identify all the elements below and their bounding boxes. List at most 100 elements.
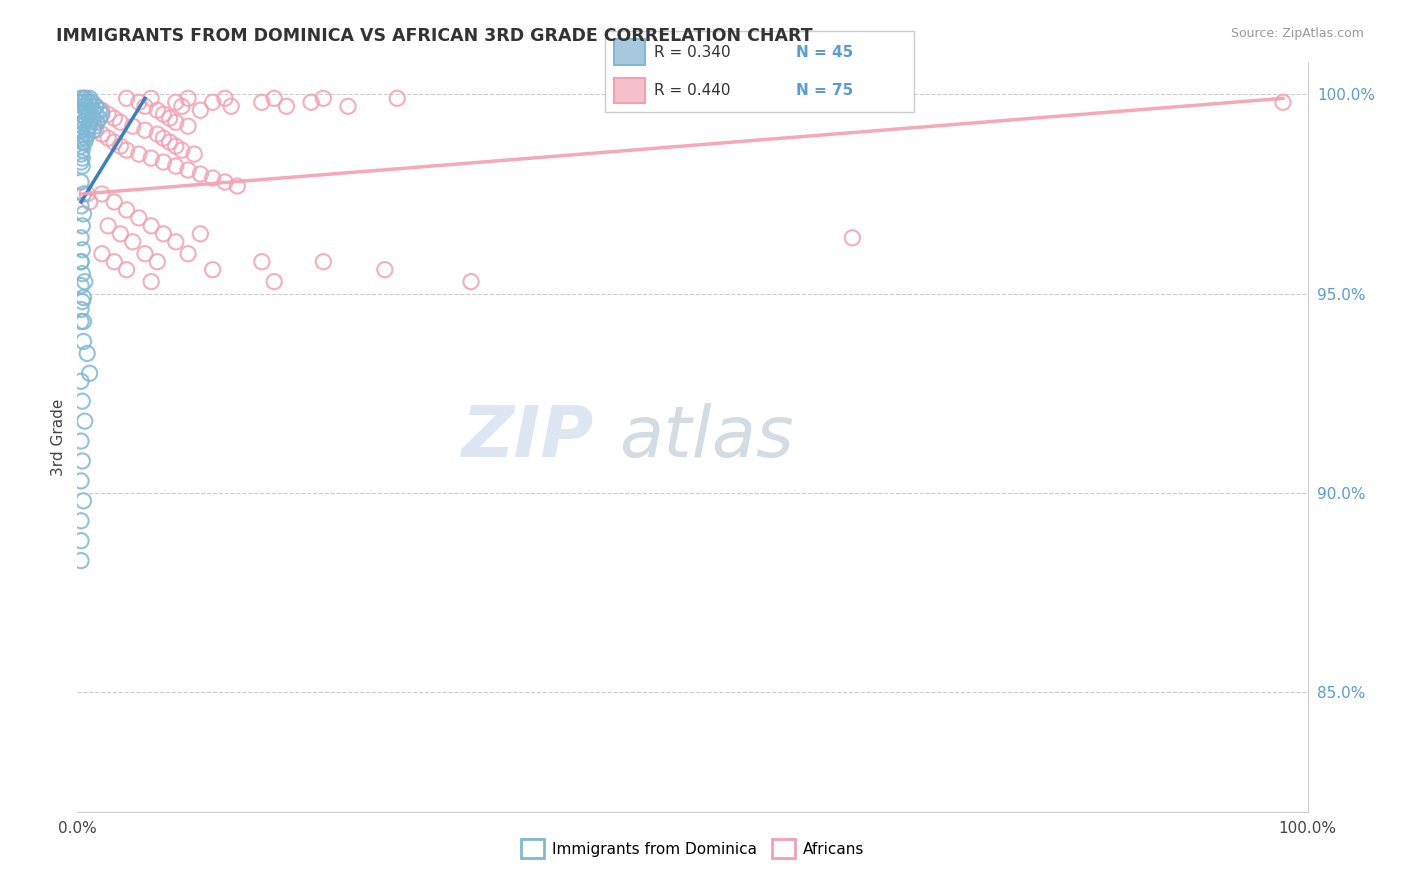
Point — [121, 235, 143, 249]
Point — [72, 91, 94, 105]
Point — [75, 131, 97, 145]
Point — [841, 231, 863, 245]
Point — [70, 514, 93, 528]
Point — [115, 143, 138, 157]
Point — [387, 91, 409, 105]
Text: IMMIGRANTS FROM DOMINICA VS AFRICAN 3RD GRADE CORRELATION CHART: IMMIGRANTS FROM DOMINICA VS AFRICAN 3RD … — [56, 27, 813, 45]
Point — [70, 254, 93, 268]
Point — [70, 95, 93, 110]
Point — [90, 186, 114, 201]
Point — [82, 95, 104, 110]
Point — [134, 99, 156, 113]
Point — [89, 103, 111, 118]
Point — [201, 171, 224, 186]
Point — [70, 294, 93, 309]
Point — [70, 533, 93, 548]
Point — [70, 278, 93, 293]
Point — [263, 91, 285, 105]
Point — [70, 175, 93, 189]
Point — [190, 103, 212, 118]
Point — [72, 207, 94, 221]
Text: N = 45: N = 45 — [796, 45, 853, 60]
Point — [152, 227, 174, 241]
Point — [128, 211, 150, 225]
Point — [80, 99, 103, 113]
Point — [141, 91, 163, 105]
Point — [89, 112, 111, 126]
Point — [177, 163, 200, 178]
Point — [70, 107, 93, 121]
Point — [146, 127, 169, 141]
Point — [134, 246, 156, 260]
Point — [84, 107, 107, 121]
Point — [70, 199, 93, 213]
FancyBboxPatch shape — [614, 78, 645, 103]
Point — [90, 103, 114, 118]
Point — [374, 262, 396, 277]
Point — [79, 194, 101, 209]
Point — [152, 155, 174, 169]
Point — [75, 99, 97, 113]
Point — [165, 235, 187, 249]
Point — [134, 123, 156, 137]
Point — [79, 367, 101, 381]
Point — [121, 119, 143, 133]
Point — [250, 254, 273, 268]
Point — [70, 374, 93, 388]
Point — [226, 179, 249, 194]
Point — [83, 119, 105, 133]
Point — [97, 107, 120, 121]
Point — [97, 131, 120, 145]
Point — [70, 231, 93, 245]
Point — [76, 127, 98, 141]
Point — [86, 115, 108, 129]
Point — [79, 91, 101, 105]
Point — [165, 139, 187, 153]
Point — [128, 147, 150, 161]
Point — [70, 135, 93, 149]
Point — [190, 227, 212, 241]
Point — [70, 254, 93, 268]
Point — [146, 254, 169, 268]
Point — [72, 91, 94, 105]
Point — [82, 123, 104, 137]
Point — [70, 103, 93, 118]
Point — [152, 131, 174, 145]
Point — [312, 254, 335, 268]
Point — [76, 346, 98, 360]
Point — [141, 275, 163, 289]
Point — [82, 112, 104, 126]
Point — [77, 95, 100, 110]
Point — [76, 103, 98, 118]
Point — [72, 115, 94, 129]
Point — [165, 115, 187, 129]
Point — [72, 291, 94, 305]
Point — [75, 112, 97, 126]
Point — [73, 414, 96, 428]
Point — [70, 302, 93, 317]
Point — [201, 262, 224, 277]
Point — [70, 139, 93, 153]
Point — [70, 159, 93, 173]
Point — [77, 119, 100, 133]
Point — [72, 334, 94, 349]
Point — [73, 95, 96, 110]
Point — [82, 103, 104, 118]
Point — [70, 91, 93, 105]
Text: N = 75: N = 75 — [796, 83, 853, 98]
Point — [76, 123, 98, 137]
Point — [70, 454, 93, 468]
Point — [72, 186, 94, 201]
Text: ZIP: ZIP — [461, 402, 595, 472]
Point — [128, 95, 150, 110]
Point — [1272, 95, 1295, 110]
Point — [177, 119, 200, 133]
Point — [103, 112, 125, 126]
Point — [103, 135, 125, 149]
Point — [72, 493, 94, 508]
Point — [70, 267, 93, 281]
Point — [460, 275, 482, 289]
Point — [110, 115, 132, 129]
Point — [79, 115, 101, 129]
Point — [84, 99, 107, 113]
